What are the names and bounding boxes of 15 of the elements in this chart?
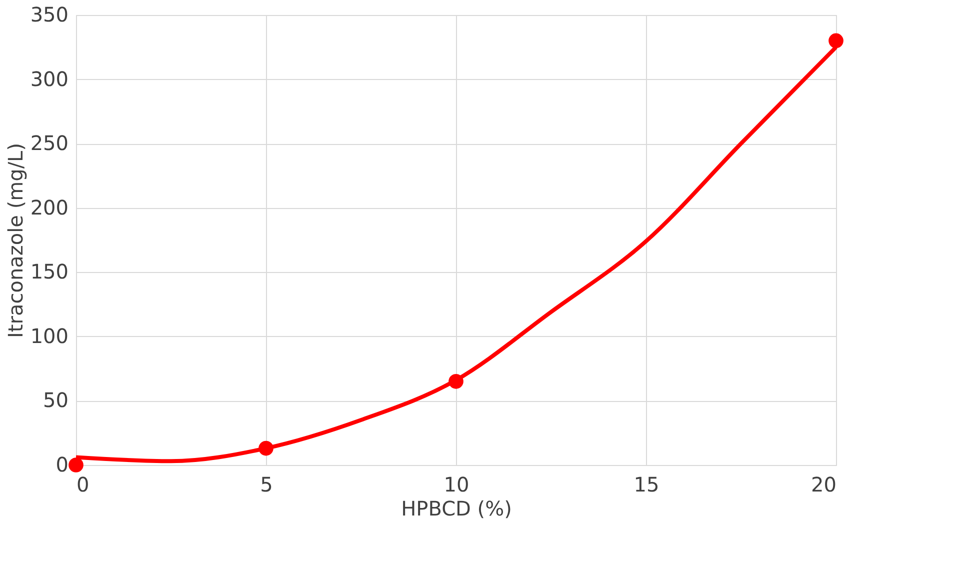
y-tick-label: 200 <box>30 195 68 220</box>
x-tick-label: 0 <box>76 472 90 496</box>
y-axis-title: Itraconazole (mg/L) <box>3 143 28 338</box>
y-tick-label: 350 <box>30 2 68 26</box>
y-tick-label: 250 <box>30 131 68 156</box>
y-tick-label: 100 <box>30 324 68 348</box>
x-tick-label: 15 <box>634 472 660 496</box>
x-axis-title: HPBCD (%) <box>401 496 512 520</box>
y-tick-label: 0 <box>56 452 68 476</box>
y-tick-label: 300 <box>30 66 68 91</box>
x-tick-label: 10 <box>444 472 470 496</box>
y-tick-label: 150 <box>30 260 68 284</box>
y-tick-label: 50 <box>43 388 68 412</box>
x-tick-label: 20 <box>811 472 836 496</box>
x-tick-label: 5 <box>260 472 273 496</box>
